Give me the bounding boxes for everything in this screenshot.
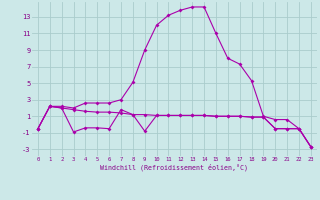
X-axis label: Windchill (Refroidissement éolien,°C): Windchill (Refroidissement éolien,°C) xyxy=(100,163,248,171)
